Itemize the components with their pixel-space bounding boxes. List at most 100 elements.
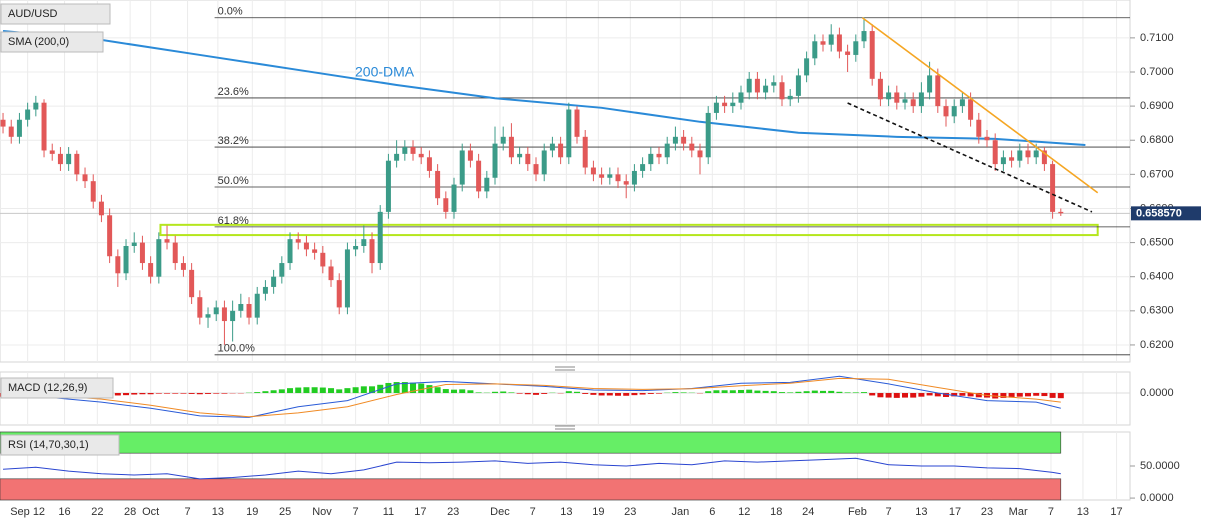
macd-histogram-bar (369, 386, 376, 394)
candle-body (951, 106, 957, 117)
candle-body (845, 51, 851, 55)
rsi-name: RSI (14,70,30,1) (8, 439, 89, 451)
x-tick-label: 18 (770, 506, 782, 518)
x-tick-label: Oct (142, 506, 159, 518)
macd-histogram-bar (385, 382, 392, 394)
macd-histogram-bar (516, 393, 523, 394)
macd-histogram-bar (459, 389, 466, 394)
candle-body (344, 249, 350, 308)
macd-histogram-bar (303, 387, 310, 394)
candle-body (779, 82, 785, 100)
macd-histogram-bar (155, 393, 162, 394)
macd-histogram-bar (147, 393, 154, 395)
candle-body (312, 249, 318, 253)
panel-grip[interactable] (555, 366, 575, 371)
macd-histogram-bar (377, 384, 384, 394)
candle-body (459, 150, 465, 185)
macd-histogram-bar (1008, 393, 1015, 398)
macd-histogram-bar (647, 393, 654, 394)
candle-body (369, 239, 375, 264)
candle-body (738, 92, 744, 103)
sma-name: SMA (200,0) (8, 36, 69, 48)
candle-body (361, 239, 367, 246)
macd-histogram-bar (729, 390, 736, 394)
candle-body (615, 174, 621, 182)
sma-box[interactable] (0, 31, 104, 53)
fib-label: 0.0% (218, 6, 243, 18)
candle-body (271, 276, 277, 287)
macd-histogram-bar (508, 392, 515, 394)
fib-label: 61.8% (218, 215, 249, 227)
macd-box[interactable] (0, 377, 114, 399)
macd-histogram-bar (615, 393, 622, 396)
panel-grip[interactable] (555, 425, 575, 430)
macd-histogram-bar (426, 385, 433, 394)
macd-histogram-bar (328, 388, 335, 394)
x-tick-label: 19 (592, 506, 604, 518)
macd-histogram-bar (828, 390, 835, 394)
candle-body (172, 242, 178, 264)
macd-histogram-bar (311, 387, 318, 394)
candle-body (541, 150, 547, 175)
candle-body (574, 109, 580, 137)
candle-body (902, 99, 908, 103)
x-tick-label: 17 (414, 506, 426, 518)
x-tick-label: 13 (560, 506, 572, 518)
macd-histogram-bar (582, 393, 589, 394)
candle-body (90, 181, 96, 202)
macd-histogram-bar (295, 387, 302, 394)
candle-body (180, 263, 186, 270)
macd-histogram-bar (475, 392, 482, 394)
candle-body (968, 99, 974, 120)
candle-body (74, 153, 80, 175)
macd-histogram-bar (434, 387, 441, 394)
candle-body (205, 314, 211, 318)
candle-body (115, 256, 121, 274)
candle-body (648, 153, 654, 165)
candle-body (1025, 150, 1031, 158)
macd-histogram-bar (721, 390, 728, 394)
y-tick-label: 0.6900 (1140, 100, 1174, 112)
candle-body (771, 82, 777, 86)
candle-body (320, 252, 326, 267)
macd-histogram-bar (590, 393, 597, 395)
sma-label: 200-DMA (355, 64, 415, 80)
candle-body (254, 293, 260, 318)
macd-histogram-bar (1033, 393, 1040, 396)
macd-histogram-bar (803, 391, 810, 394)
macd-histogram-bar (910, 393, 917, 398)
rsi-box[interactable] (0, 434, 120, 456)
macd-histogram-bar (533, 393, 540, 395)
x-tick-label: Mar (1009, 506, 1028, 518)
candle-body (853, 41, 859, 55)
symbol: AUD/USD (8, 8, 58, 20)
signal-line (3, 377, 1061, 418)
candle-body (730, 102, 736, 107)
macd-histogram-bar (680, 392, 687, 394)
symbol-box[interactable] (0, 3, 111, 25)
candle-body (820, 41, 826, 45)
macd-histogram-bar (213, 393, 220, 394)
macd-histogram-bar (869, 393, 876, 396)
macd-histogram-bar (1049, 393, 1056, 398)
macd-histogram-bar (606, 393, 613, 396)
macd-histogram-bar (336, 389, 343, 394)
candle-body (795, 75, 801, 96)
macd-histogram-bar (131, 393, 138, 395)
macd-panel (0, 371, 1131, 426)
macd-histogram-bar (1016, 393, 1023, 397)
y-tick-label: 0.6500 (1140, 236, 1174, 248)
candle-body (262, 286, 268, 294)
x-tick-label: 6 (709, 506, 715, 518)
candle-body (82, 174, 88, 182)
candle-body (189, 269, 195, 298)
candle-body (394, 153, 400, 161)
macd-histogram-bar (467, 390, 474, 394)
fib-label: 23.6% (218, 86, 249, 98)
macd-histogram-bar (492, 391, 499, 394)
candle-body (664, 143, 670, 158)
candle-body (804, 58, 810, 76)
y-tick-label: 0.7100 (1140, 32, 1174, 44)
macd-histogram-bar (1000, 393, 1007, 398)
